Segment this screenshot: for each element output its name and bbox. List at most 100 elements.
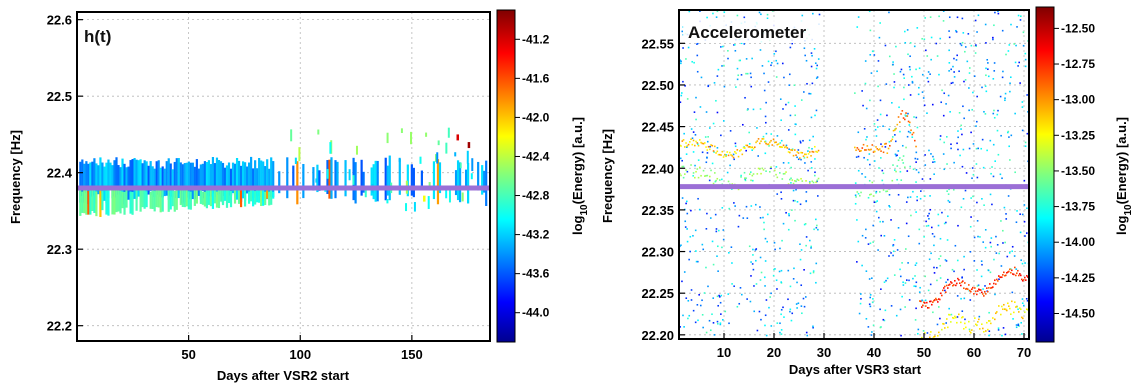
right-data-point (688, 10, 691, 13)
right-data-point (909, 121, 911, 124)
right-data-point (680, 174, 682, 177)
left-data-cell (137, 160, 140, 197)
right-data-point (949, 314, 951, 316)
right-data-point (861, 264, 863, 267)
right-data-point (868, 10, 871, 13)
left-data-cell (141, 163, 144, 203)
right-data-point (945, 221, 947, 224)
right-data-point (872, 195, 875, 197)
right-data-point (721, 207, 724, 209)
right-data-point (1013, 255, 1016, 257)
right-data-point (809, 151, 811, 153)
right-data-point (802, 139, 804, 142)
right-data-point (982, 166, 985, 169)
right-data-point (973, 260, 976, 262)
right-data-point (1023, 204, 1026, 206)
right-data-point (923, 38, 926, 41)
right-data-point (779, 172, 781, 174)
right-data-point (689, 235, 692, 238)
right-data-point (945, 103, 947, 105)
left-data-cell (151, 166, 154, 196)
left-colorbar-label: log10(Energy) [a.u.] (570, 117, 590, 235)
right-data-point (686, 212, 689, 215)
right-data-point (998, 252, 1000, 255)
right-data-point (756, 173, 759, 175)
left-data-cell (201, 163, 204, 192)
right-data-point (933, 161, 936, 163)
right-data-point (712, 150, 715, 152)
right-data-point (812, 271, 815, 274)
right-data-point (1019, 213, 1021, 216)
right-data-point (740, 293, 743, 296)
left-data-cell (189, 162, 192, 200)
right-data-point (722, 238, 725, 241)
right-data-point (1018, 61, 1020, 64)
right-x-tick-label: 60 (967, 345, 981, 360)
right-data-point (715, 179, 717, 182)
right-data-point (963, 117, 965, 120)
right-data-point (941, 89, 943, 92)
right-data-point (725, 155, 727, 158)
left-xlabel: Days after VSR2 start (217, 368, 350, 383)
left-y-tick-label: 22.3 (47, 242, 72, 257)
right-data-point (1000, 313, 1002, 316)
right-data-point (1021, 298, 1024, 300)
right-data-point (752, 254, 754, 256)
right-data-point (1016, 305, 1018, 308)
right-data-point (868, 153, 871, 155)
right-data-point (944, 285, 946, 288)
right-data-point (1001, 29, 1004, 32)
right-data-point (714, 172, 716, 174)
right-data-point (706, 152, 709, 154)
left-y-tick-label: 22.2 (47, 319, 72, 334)
right-colorbar: -12.50-12.75-13.00-13.25-13.50-13.75-14.… (1035, 6, 1133, 343)
right-data-point (988, 320, 990, 322)
right-data-point (854, 182, 857, 184)
right-data-point (935, 42, 938, 45)
right-data-point (929, 73, 931, 75)
right-data-point (870, 148, 872, 151)
right-data-point (737, 188, 740, 191)
right-data-point (928, 217, 930, 220)
right-data-point (1001, 76, 1004, 79)
left-data-cell (466, 150, 469, 164)
right-data-point (740, 42, 743, 45)
right-data-point (713, 334, 716, 336)
right-data-point (767, 60, 770, 63)
right-data-point (956, 321, 958, 324)
left-data-cell (225, 188, 229, 208)
right-data-point (685, 169, 687, 171)
right-data-point (942, 20, 945, 22)
right-data-point (947, 193, 950, 195)
left-data-cell (79, 161, 82, 203)
right-data-point (817, 228, 819, 231)
right-data-point (795, 180, 797, 183)
right-data-point (697, 143, 699, 145)
right-data-point (923, 342, 925, 344)
right-data-point (870, 334, 873, 336)
right-data-point (1002, 242, 1004, 244)
right-data-point (1027, 276, 1029, 278)
right-data-point (780, 329, 783, 331)
right-data-point (733, 43, 736, 46)
left-data (79, 127, 488, 217)
right-data-point (738, 214, 741, 217)
right-data-point (1003, 206, 1006, 209)
right-data-point (739, 287, 742, 289)
left-data-cell (270, 157, 273, 197)
right-data-point (769, 141, 771, 144)
right-data-point (922, 330, 925, 332)
left-data-cell (485, 160, 488, 206)
left-data-cell (461, 192, 464, 202)
right-data-point (735, 86, 737, 88)
right-data-point (794, 219, 796, 222)
right-data-point (721, 65, 723, 67)
left-data-cell (173, 191, 176, 212)
right-data-point (904, 306, 906, 308)
right-data-point (780, 313, 782, 316)
left-data-cell (445, 142, 448, 154)
right-data-point (805, 236, 808, 238)
right-data-point (1026, 232, 1028, 234)
right-data-point (961, 41, 964, 44)
